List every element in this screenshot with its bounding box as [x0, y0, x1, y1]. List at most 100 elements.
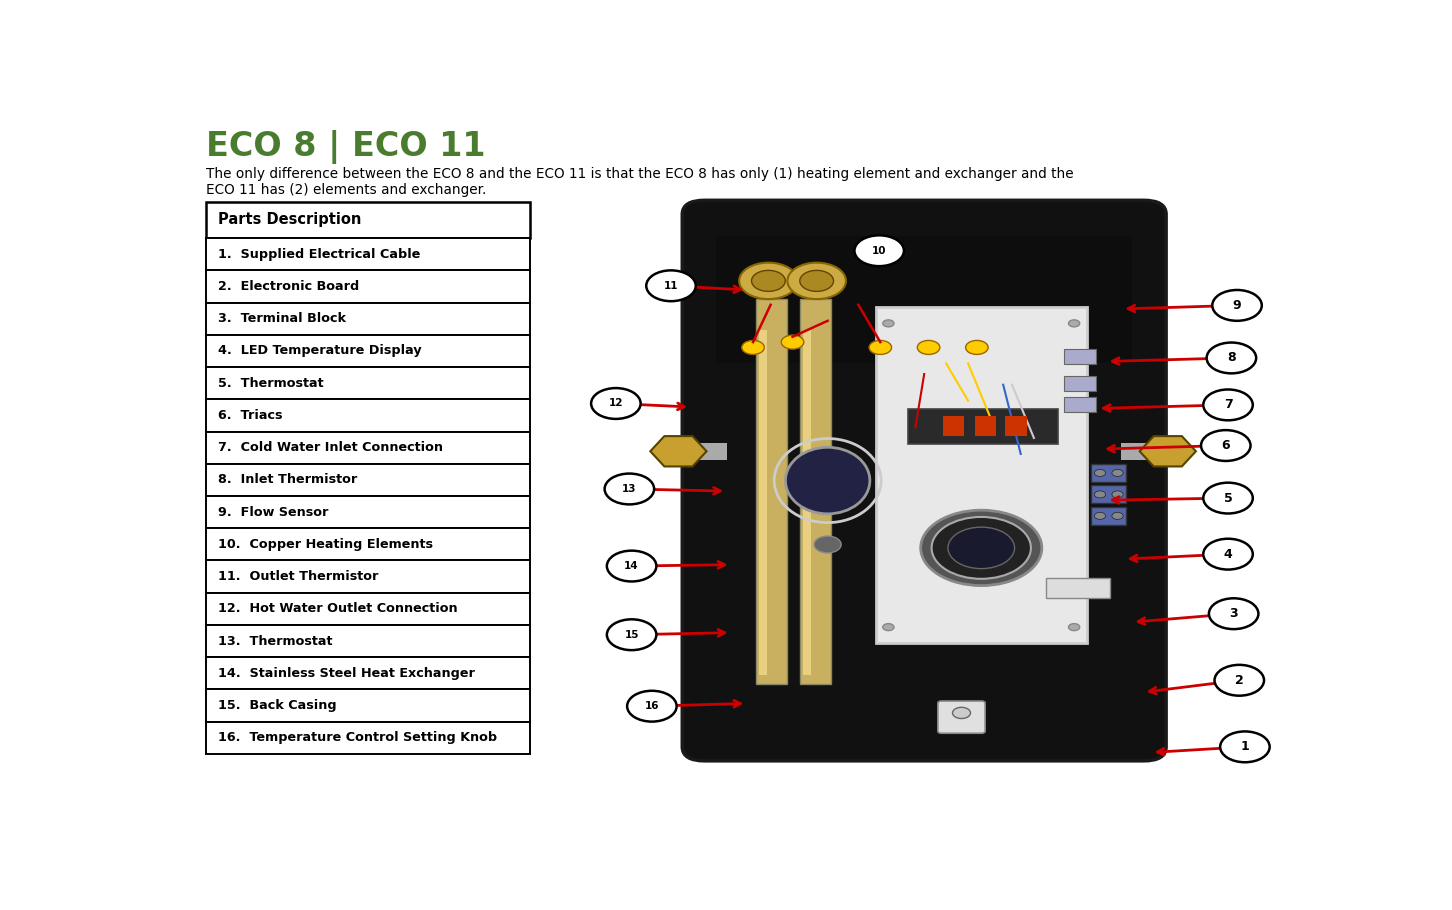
Text: 10.  Copper Heating Elements: 10. Copper Heating Elements: [218, 538, 433, 551]
Circle shape: [646, 270, 696, 301]
Ellipse shape: [786, 448, 870, 514]
Circle shape: [815, 536, 841, 553]
Circle shape: [1210, 598, 1259, 629]
Circle shape: [742, 340, 764, 354]
FancyBboxPatch shape: [206, 561, 530, 592]
Circle shape: [883, 319, 894, 327]
Text: 13: 13: [621, 484, 636, 494]
Text: 14: 14: [624, 561, 639, 571]
Text: 6.  Triacs: 6. Triacs: [218, 409, 282, 422]
Text: 6: 6: [1221, 439, 1230, 452]
Circle shape: [627, 691, 677, 722]
Circle shape: [1112, 512, 1124, 520]
Text: 12.  Hot Water Outlet Connection: 12. Hot Water Outlet Connection: [218, 602, 457, 615]
FancyBboxPatch shape: [206, 625, 530, 657]
Text: 8: 8: [1227, 351, 1236, 364]
Circle shape: [932, 517, 1031, 579]
FancyBboxPatch shape: [206, 335, 530, 367]
FancyBboxPatch shape: [206, 431, 530, 464]
Text: Parts Description: Parts Description: [218, 212, 362, 228]
Text: 7.  Cold Water Inlet Connection: 7. Cold Water Inlet Connection: [218, 441, 443, 454]
Bar: [659, 443, 727, 460]
Circle shape: [883, 623, 894, 631]
FancyBboxPatch shape: [1045, 579, 1109, 599]
FancyBboxPatch shape: [206, 722, 530, 753]
FancyBboxPatch shape: [942, 416, 964, 436]
Bar: [1121, 443, 1189, 460]
Circle shape: [604, 473, 655, 504]
FancyBboxPatch shape: [909, 410, 1059, 444]
Circle shape: [1204, 539, 1253, 570]
FancyBboxPatch shape: [803, 330, 812, 675]
FancyBboxPatch shape: [1063, 349, 1096, 364]
FancyBboxPatch shape: [206, 657, 530, 690]
FancyBboxPatch shape: [1005, 416, 1027, 436]
Circle shape: [739, 263, 797, 299]
Circle shape: [921, 511, 1043, 586]
Circle shape: [1069, 319, 1080, 327]
Circle shape: [752, 270, 786, 291]
Circle shape: [781, 335, 804, 349]
Text: 13.  Thermostat: 13. Thermostat: [218, 634, 333, 648]
Circle shape: [918, 340, 939, 354]
Text: 10: 10: [873, 246, 886, 256]
Circle shape: [966, 340, 989, 354]
Text: 4: 4: [1224, 548, 1233, 561]
FancyBboxPatch shape: [974, 416, 996, 436]
Text: 14.  Stainless Steel Heat Exchanger: 14. Stainless Steel Heat Exchanger: [218, 667, 475, 680]
Circle shape: [1212, 290, 1262, 321]
FancyBboxPatch shape: [759, 330, 768, 675]
Circle shape: [1095, 512, 1105, 520]
FancyBboxPatch shape: [206, 367, 530, 399]
Circle shape: [787, 263, 847, 299]
Text: 16: 16: [645, 702, 659, 712]
Text: 9.  Flow Sensor: 9. Flow Sensor: [218, 506, 328, 519]
Bar: [1092, 485, 1127, 503]
Circle shape: [953, 707, 970, 719]
Text: 11: 11: [664, 281, 678, 291]
Text: 7: 7: [1224, 399, 1233, 411]
FancyBboxPatch shape: [682, 200, 1166, 761]
Circle shape: [1095, 490, 1105, 498]
Text: 2: 2: [1234, 673, 1244, 687]
Circle shape: [1069, 623, 1080, 631]
Text: 5.  Thermostat: 5. Thermostat: [218, 377, 324, 389]
Text: ECO 11 has (2) elements and exchanger.: ECO 11 has (2) elements and exchanger.: [206, 183, 486, 197]
Circle shape: [854, 236, 905, 266]
Text: 3: 3: [1230, 607, 1239, 621]
Circle shape: [1112, 470, 1124, 477]
Circle shape: [1095, 470, 1105, 477]
Text: 1: 1: [1240, 741, 1249, 753]
FancyBboxPatch shape: [206, 592, 530, 625]
Text: ECO 8 | ECO 11: ECO 8 | ECO 11: [206, 130, 486, 164]
FancyBboxPatch shape: [206, 238, 530, 270]
Bar: [1092, 507, 1127, 525]
FancyBboxPatch shape: [206, 303, 530, 335]
FancyBboxPatch shape: [206, 270, 530, 303]
Text: 12: 12: [608, 399, 623, 409]
FancyBboxPatch shape: [206, 464, 530, 496]
Text: 15.  Back Casing: 15. Back Casing: [218, 699, 335, 712]
FancyBboxPatch shape: [938, 701, 984, 733]
FancyBboxPatch shape: [206, 690, 530, 722]
FancyBboxPatch shape: [756, 298, 787, 683]
Text: 2.  Electronic Board: 2. Electronic Board: [218, 280, 359, 293]
Text: 8.  Inlet Thermistor: 8. Inlet Thermistor: [218, 473, 357, 486]
Circle shape: [591, 388, 640, 419]
Circle shape: [1112, 490, 1124, 498]
FancyBboxPatch shape: [716, 236, 1133, 363]
Circle shape: [870, 340, 892, 354]
Circle shape: [948, 527, 1015, 569]
Text: 3.  Terminal Block: 3. Terminal Block: [218, 312, 346, 325]
Circle shape: [1204, 389, 1253, 420]
Circle shape: [1201, 430, 1250, 461]
Bar: [1092, 464, 1127, 482]
FancyBboxPatch shape: [206, 202, 530, 238]
Circle shape: [1220, 732, 1269, 763]
FancyBboxPatch shape: [876, 308, 1086, 643]
FancyBboxPatch shape: [206, 528, 530, 561]
FancyBboxPatch shape: [206, 399, 530, 431]
Text: 11.  Outlet Thermistor: 11. Outlet Thermistor: [218, 570, 378, 583]
Circle shape: [607, 551, 656, 581]
Text: 9: 9: [1233, 298, 1241, 312]
